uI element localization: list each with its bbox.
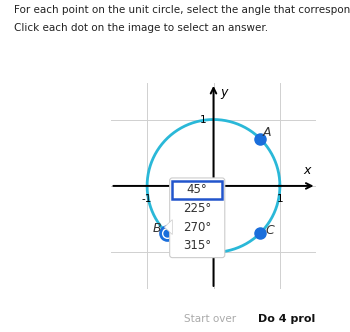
Text: -1: -1 [142, 194, 152, 204]
Text: A: A [263, 126, 271, 139]
Text: 315°: 315° [183, 239, 211, 252]
Text: 1: 1 [276, 194, 283, 204]
Text: y: y [220, 86, 228, 99]
FancyBboxPatch shape [170, 178, 225, 258]
Text: For each point on the unit circle, select the angle that corresponds to it.: For each point on the unit circle, selec… [14, 5, 350, 15]
Text: B: B [153, 222, 162, 235]
Text: Do 4 prol: Do 4 prol [258, 314, 316, 324]
Text: C: C [265, 224, 274, 237]
Polygon shape [164, 220, 172, 234]
Bar [172, 181, 222, 199]
Text: 45°: 45° [187, 183, 208, 197]
Text: 225°: 225° [183, 202, 211, 215]
Text: Start over: Start over [184, 314, 236, 324]
Text: Click each dot on the image to select an answer.: Click each dot on the image to select an… [14, 23, 268, 33]
Text: 1: 1 [200, 115, 207, 124]
Text: 270°: 270° [183, 220, 211, 234]
Text: x: x [304, 164, 311, 177]
